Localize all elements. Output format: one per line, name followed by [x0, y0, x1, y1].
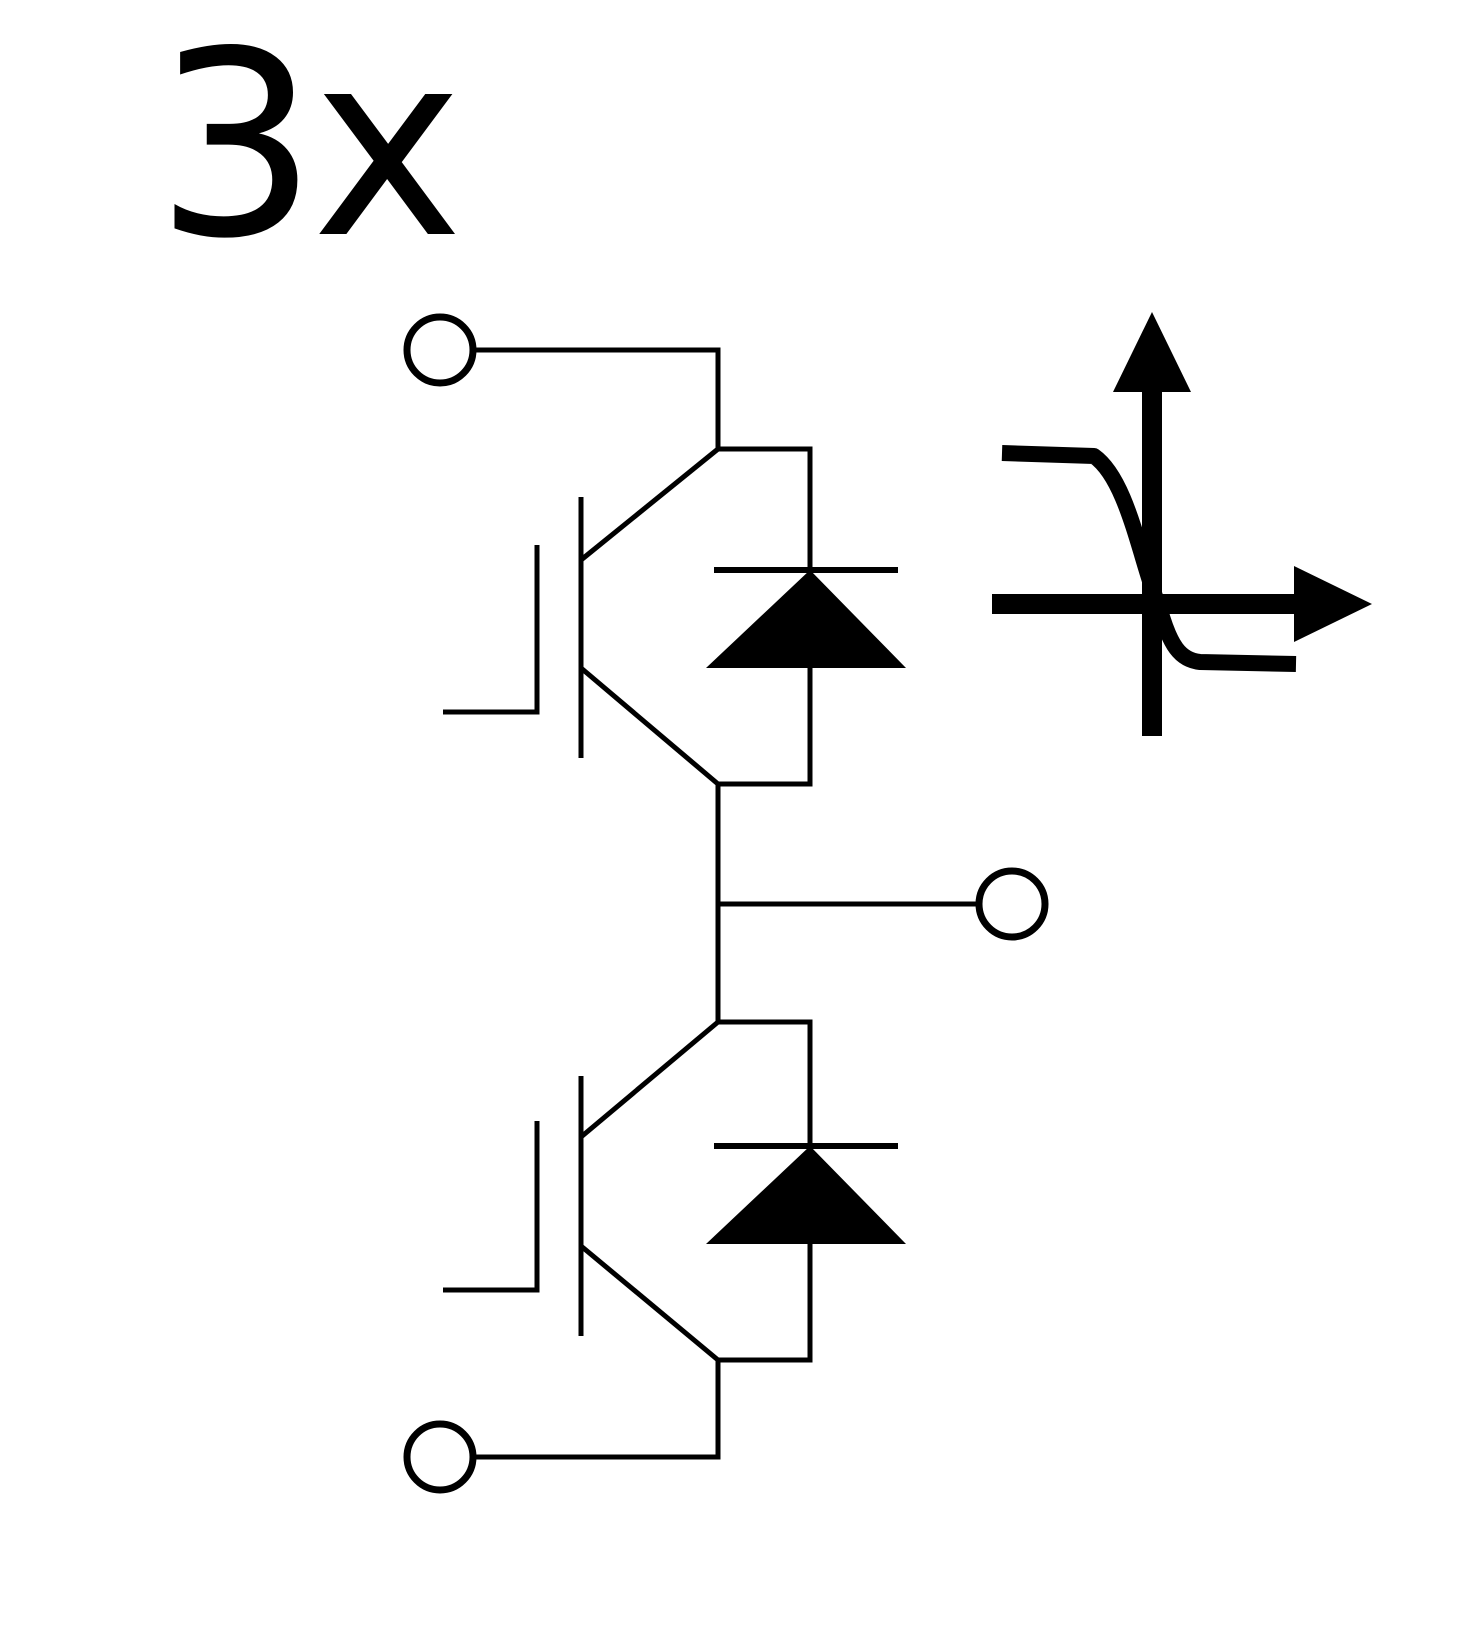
multiplier-label: 3x: [155, 0, 463, 295]
ntc-characteristic-icon: [992, 312, 1372, 736]
upper-igbt-gate: [443, 545, 540, 715]
top-terminal: [403, 313, 477, 387]
upper-igbt-collector-lead: [579, 447, 720, 562]
lower-igbt: [443, 1020, 720, 1362]
bottom-terminal: [403, 1420, 477, 1494]
lower-igbt-collector-lead: [579, 1020, 720, 1139]
lower-igbt-emitter-lead: [579, 1244, 720, 1362]
bottom-rail-wire: [473, 1360, 721, 1460]
upper-igbt: [443, 447, 720, 786]
upper-igbt-emitter-lead: [579, 666, 720, 786]
upper-freewheel-diode: [706, 446, 906, 787]
lower-freewheel-diode: [706, 1019, 906, 1363]
lower-igbt-gate: [443, 1121, 540, 1293]
top-rail-wire: [473, 347, 721, 449]
output-terminal: [975, 867, 1049, 941]
